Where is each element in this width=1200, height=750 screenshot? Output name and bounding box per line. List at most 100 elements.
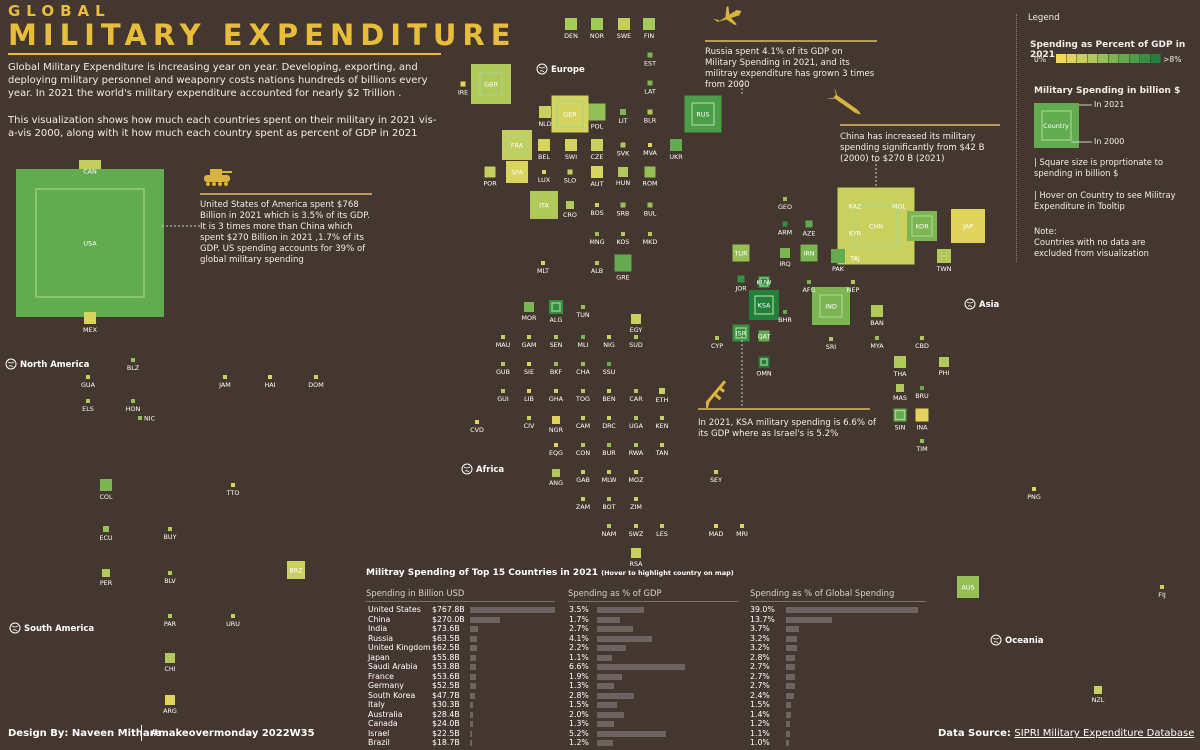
country-square-jap[interactable] xyxy=(951,209,985,243)
source-link[interactable]: SIPRI Military Expenditure Database xyxy=(1014,728,1195,739)
country-square-sen[interactable] xyxy=(554,335,558,339)
country-square-rom[interactable] xyxy=(644,166,656,178)
country-square-par[interactable] xyxy=(168,614,172,618)
country-square-tog[interactable] xyxy=(581,389,585,393)
country-square-chi[interactable] xyxy=(165,653,175,663)
country-square-ban[interactable] xyxy=(871,305,883,317)
country-square-brz[interactable] xyxy=(287,561,305,579)
country-square-afg[interactable] xyxy=(807,280,811,284)
country-square-jor[interactable] xyxy=(737,275,745,283)
country-square-geo[interactable] xyxy=(783,197,787,201)
country-square-gub[interactable] xyxy=(501,362,505,366)
country-square-civ[interactable] xyxy=(527,416,531,420)
country-square-blz[interactable] xyxy=(131,358,135,362)
country-square-eth[interactable] xyxy=(659,388,665,394)
country-square-tan[interactable] xyxy=(660,443,664,447)
country-square-cyp[interactable] xyxy=(715,336,719,340)
country-square-ssu[interactable] xyxy=(607,362,611,366)
country-square-mad[interactable] xyxy=(714,524,718,528)
country-square-uru[interactable] xyxy=(231,614,235,618)
country-square-cha[interactable] xyxy=(581,362,585,366)
country-square-ina[interactable] xyxy=(915,408,929,422)
country-square-hon[interactable] xyxy=(131,399,135,403)
country-square-lit[interactable] xyxy=(620,109,626,115)
country-square-uga[interactable] xyxy=(634,416,638,420)
country-square-col[interactable] xyxy=(100,479,112,491)
country-square-cbd[interactable] xyxy=(920,336,924,340)
country-square-spa[interactable] xyxy=(506,161,528,183)
country-square-fij[interactable] xyxy=(1160,585,1164,589)
country-square-zam[interactable] xyxy=(581,497,585,501)
country-square-eqg[interactable] xyxy=(554,443,558,447)
country-square-ire[interactable] xyxy=(460,81,466,87)
country-square-blv[interactable] xyxy=(168,571,172,575)
country-square-phi[interactable] xyxy=(939,357,949,367)
country-square-sey[interactable] xyxy=(714,470,718,474)
country-square-fra[interactable] xyxy=(502,130,532,160)
country-square-mri[interactable] xyxy=(740,524,744,528)
country-square-ind[interactable] xyxy=(812,287,850,325)
country-square-svk[interactable] xyxy=(620,142,626,148)
country-square-tun[interactable] xyxy=(581,305,585,309)
country-square-mkd[interactable] xyxy=(648,232,652,236)
country-square-mlw[interactable] xyxy=(607,470,611,474)
country-square-est[interactable] xyxy=(647,52,653,58)
country-square-hai[interactable] xyxy=(268,375,272,379)
country-square-gab[interactable] xyxy=(581,470,585,474)
country-square-png[interactable] xyxy=(1032,487,1036,491)
country-square-mlt[interactable] xyxy=(541,261,545,265)
country-square-kos[interactable] xyxy=(621,232,625,236)
country-square-mli[interactable] xyxy=(581,335,585,339)
country-square-alg[interactable] xyxy=(549,300,563,314)
country-square-chn[interactable] xyxy=(837,187,915,265)
country-square-dom[interactable] xyxy=(314,375,318,379)
country-square-ksa[interactable] xyxy=(749,290,779,320)
country-square-mva[interactable] xyxy=(648,143,652,147)
country-square-irn[interactable] xyxy=(800,244,818,262)
country-square-tto[interactable] xyxy=(231,483,235,487)
country-square-jam[interactable] xyxy=(223,375,227,379)
country-square-gha[interactable] xyxy=(554,389,558,393)
country-square-sud[interactable] xyxy=(634,335,638,339)
country-square-els[interactable] xyxy=(86,399,90,403)
country-square-ken[interactable] xyxy=(660,416,664,420)
country-square-tha[interactable] xyxy=(894,356,906,368)
country-square-por[interactable] xyxy=(484,166,496,178)
country-square-gbr[interactable] xyxy=(471,64,511,104)
country-square-nep[interactable] xyxy=(851,280,855,284)
country-square-cam[interactable] xyxy=(581,416,585,420)
country-square-aze[interactable] xyxy=(805,220,813,228)
country-square-aus[interactable] xyxy=(957,576,979,598)
country-square-sri[interactable] xyxy=(829,337,833,341)
country-square-bot[interactable] xyxy=(607,497,611,501)
country-square-rus[interactable] xyxy=(684,95,722,133)
country-square-pol[interactable] xyxy=(588,103,606,121)
country-square-tur[interactable] xyxy=(732,244,750,262)
country-square-irq[interactable] xyxy=(780,248,790,258)
country-square-gam[interactable] xyxy=(527,335,531,339)
country-square-qat[interactable] xyxy=(758,330,770,342)
country-square-fin[interactable] xyxy=(643,18,655,30)
country-square-mng[interactable] xyxy=(595,232,599,236)
country-square-den[interactable] xyxy=(565,18,577,30)
country-square-srb[interactable] xyxy=(620,202,626,208)
country-square-ecu[interactable] xyxy=(103,526,109,532)
country-square-rsa[interactable] xyxy=(631,548,641,558)
country-square-ang[interactable] xyxy=(552,469,560,477)
country-square-cro[interactable] xyxy=(566,201,574,209)
country-square-cze[interactable] xyxy=(591,139,603,151)
country-square-bkf[interactable] xyxy=(554,362,558,366)
country-square-hun[interactable] xyxy=(618,167,628,177)
country-square-con[interactable] xyxy=(581,443,585,447)
country-square-mya[interactable] xyxy=(875,336,879,340)
country-square-mas[interactable] xyxy=(896,384,904,392)
country-square-swi[interactable] xyxy=(565,139,577,151)
country-square-alb[interactable] xyxy=(595,261,599,265)
country-square-les[interactable] xyxy=(660,524,664,528)
country-square-pak[interactable] xyxy=(831,249,845,263)
country-square-gua[interactable] xyxy=(86,375,90,379)
country-square-swz[interactable] xyxy=(634,524,638,528)
country-square-aut[interactable] xyxy=(591,166,603,178)
country-square-bos[interactable] xyxy=(595,203,599,207)
